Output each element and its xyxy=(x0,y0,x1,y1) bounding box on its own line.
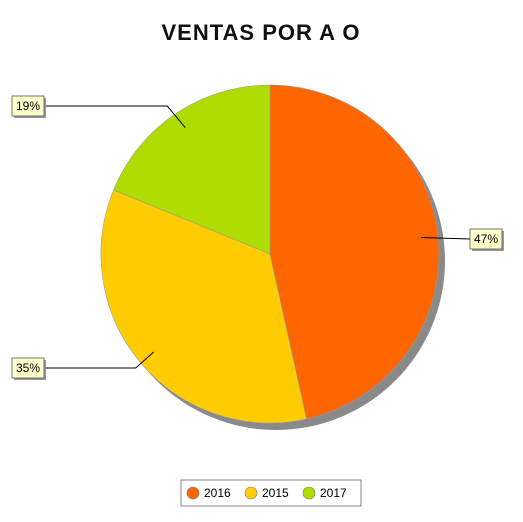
legend-label: 2017 xyxy=(320,486,347,500)
callout-leader-line xyxy=(421,237,471,240)
legend-swatch xyxy=(186,486,200,500)
legend-item-2017: 2017 xyxy=(302,486,347,500)
legend-label: 2015 xyxy=(262,486,289,500)
callout-leader-line xyxy=(44,351,155,369)
data-label-2017: 19% xyxy=(16,99,40,113)
legend-item-2015: 2015 xyxy=(244,486,289,500)
data-label-2016: 47% xyxy=(474,232,498,246)
legend-swatch xyxy=(244,486,258,500)
callout-2015: 35% xyxy=(11,351,155,380)
legend-swatch xyxy=(302,486,316,500)
callout-leader-line xyxy=(44,105,186,129)
pie-callouts: 47% 35% 19% xyxy=(11,95,504,380)
pie-slices xyxy=(100,84,440,424)
data-label-2015: 35% xyxy=(16,361,40,375)
pie-slice-2017 xyxy=(113,84,271,255)
chart-title: VENTAS POR A O xyxy=(162,20,361,45)
legend: 2016 2015 2017 xyxy=(180,479,362,507)
callout-2017: 19% xyxy=(11,95,186,129)
legend-frame xyxy=(180,479,362,507)
callout-2016: 47% xyxy=(421,228,504,251)
pie-slice-2016 xyxy=(269,84,440,420)
legend-item-2016: 2016 xyxy=(186,486,231,500)
callout-box xyxy=(469,228,503,250)
legend-label: 2016 xyxy=(204,486,231,500)
callout-box xyxy=(11,95,45,117)
callout-box xyxy=(11,357,45,379)
